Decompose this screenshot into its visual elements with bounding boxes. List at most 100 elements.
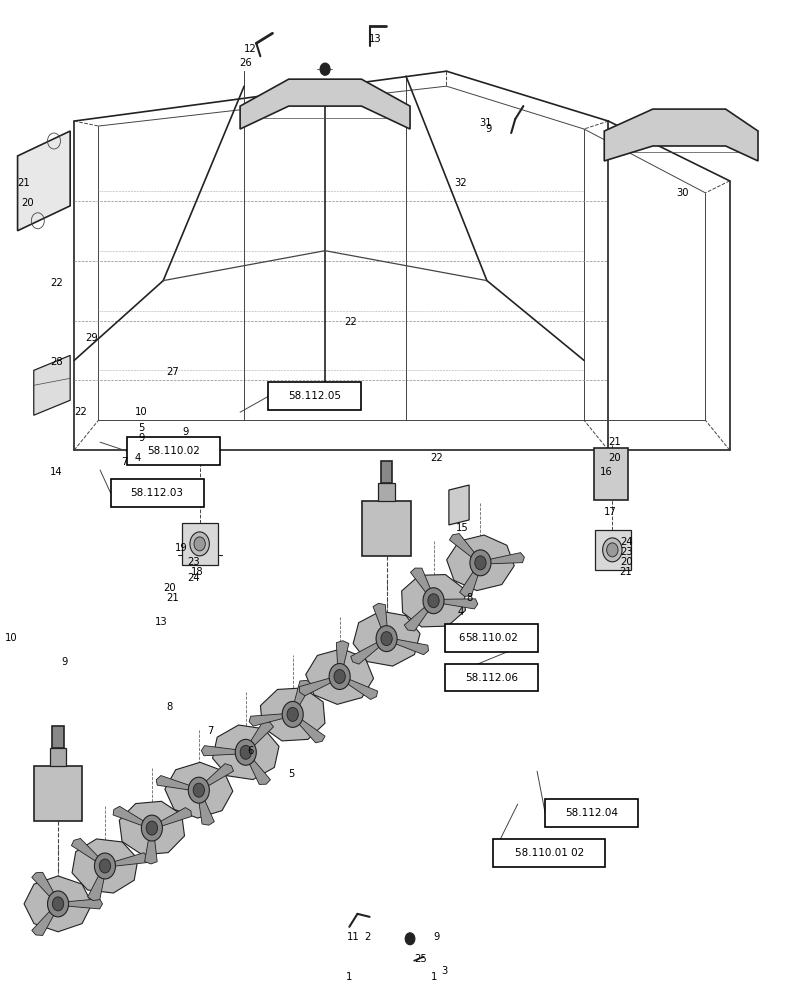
Circle shape	[188, 777, 209, 803]
Text: 21: 21	[607, 437, 620, 447]
Circle shape	[190, 532, 209, 556]
FancyBboxPatch shape	[127, 437, 220, 465]
Text: 26: 26	[239, 58, 252, 68]
FancyBboxPatch shape	[544, 799, 637, 827]
Text: 24: 24	[187, 573, 200, 583]
Circle shape	[328, 664, 350, 689]
Text: 5: 5	[288, 769, 294, 779]
Text: 7: 7	[121, 457, 127, 467]
Circle shape	[194, 537, 205, 551]
Text: 9: 9	[62, 657, 67, 667]
Text: 1: 1	[345, 972, 352, 982]
Polygon shape	[350, 641, 382, 664]
Text: 17: 17	[603, 507, 616, 517]
Polygon shape	[440, 599, 477, 609]
Text: 6: 6	[457, 633, 464, 643]
Circle shape	[193, 783, 204, 797]
Circle shape	[287, 707, 298, 721]
Circle shape	[427, 594, 439, 608]
Text: 23: 23	[187, 557, 200, 567]
FancyBboxPatch shape	[268, 382, 361, 410]
Text: 31: 31	[478, 118, 491, 128]
Polygon shape	[32, 909, 56, 935]
Text: 27: 27	[166, 367, 179, 377]
Polygon shape	[353, 611, 419, 666]
Polygon shape	[296, 718, 324, 743]
Polygon shape	[459, 568, 479, 596]
Circle shape	[48, 891, 68, 917]
Circle shape	[99, 859, 110, 873]
Polygon shape	[198, 796, 214, 825]
Polygon shape	[72, 839, 138, 893]
Polygon shape	[156, 776, 192, 790]
Text: 58.110.02: 58.110.02	[147, 446, 200, 456]
Polygon shape	[401, 575, 465, 627]
Circle shape	[141, 815, 162, 841]
Circle shape	[375, 626, 397, 652]
Text: 8: 8	[166, 702, 173, 712]
Text: 22: 22	[430, 453, 443, 463]
Polygon shape	[212, 725, 279, 780]
Polygon shape	[448, 534, 477, 559]
Polygon shape	[603, 109, 757, 161]
Polygon shape	[24, 876, 92, 932]
Polygon shape	[247, 721, 273, 748]
Polygon shape	[32, 872, 56, 899]
Polygon shape	[372, 603, 387, 632]
Text: 18: 18	[191, 567, 204, 577]
Polygon shape	[240, 79, 410, 129]
Circle shape	[282, 701, 303, 727]
Polygon shape	[113, 806, 146, 826]
Text: 29: 29	[85, 333, 98, 343]
Polygon shape	[249, 714, 285, 726]
Text: 19: 19	[174, 543, 187, 553]
Bar	[52, 726, 63, 748]
Text: 22: 22	[344, 317, 357, 327]
Text: 20: 20	[163, 583, 176, 593]
Circle shape	[240, 745, 251, 759]
Text: 22: 22	[50, 278, 62, 288]
Text: 22: 22	[75, 407, 87, 417]
Bar	[593, 448, 627, 500]
Text: 9: 9	[485, 124, 491, 134]
Bar	[378, 483, 394, 501]
Circle shape	[52, 897, 63, 911]
Text: 15: 15	[456, 523, 469, 533]
Circle shape	[470, 550, 491, 576]
Polygon shape	[293, 680, 311, 709]
Polygon shape	[260, 688, 324, 741]
Polygon shape	[448, 485, 469, 525]
Text: 13: 13	[155, 617, 168, 627]
Polygon shape	[446, 535, 513, 591]
Text: 6: 6	[247, 746, 254, 756]
Text: 12: 12	[244, 44, 257, 54]
Text: 9: 9	[182, 427, 189, 437]
Text: 20: 20	[619, 557, 632, 567]
Polygon shape	[404, 605, 431, 631]
Text: 58.112.06: 58.112.06	[465, 673, 517, 683]
Polygon shape	[201, 746, 238, 756]
Circle shape	[405, 933, 414, 945]
Text: 4: 4	[134, 453, 140, 463]
Text: 58.110.02: 58.110.02	[465, 633, 517, 643]
Text: 8: 8	[466, 593, 472, 603]
Text: 13: 13	[368, 34, 381, 44]
Text: 58.112.03: 58.112.03	[131, 488, 183, 498]
Text: 2: 2	[363, 932, 370, 942]
Text: 1: 1	[431, 972, 437, 982]
Circle shape	[602, 538, 621, 562]
Polygon shape	[119, 801, 184, 855]
Polygon shape	[203, 764, 234, 787]
Text: 23: 23	[619, 547, 632, 557]
Text: 5: 5	[138, 423, 144, 433]
Circle shape	[235, 739, 256, 765]
Polygon shape	[336, 641, 349, 670]
Polygon shape	[247, 757, 270, 784]
Bar	[380, 461, 392, 483]
Circle shape	[474, 556, 486, 570]
Text: 21: 21	[619, 567, 632, 577]
FancyBboxPatch shape	[444, 664, 537, 691]
Text: 21: 21	[166, 593, 179, 603]
Circle shape	[333, 670, 345, 683]
Text: 11: 11	[346, 932, 359, 942]
